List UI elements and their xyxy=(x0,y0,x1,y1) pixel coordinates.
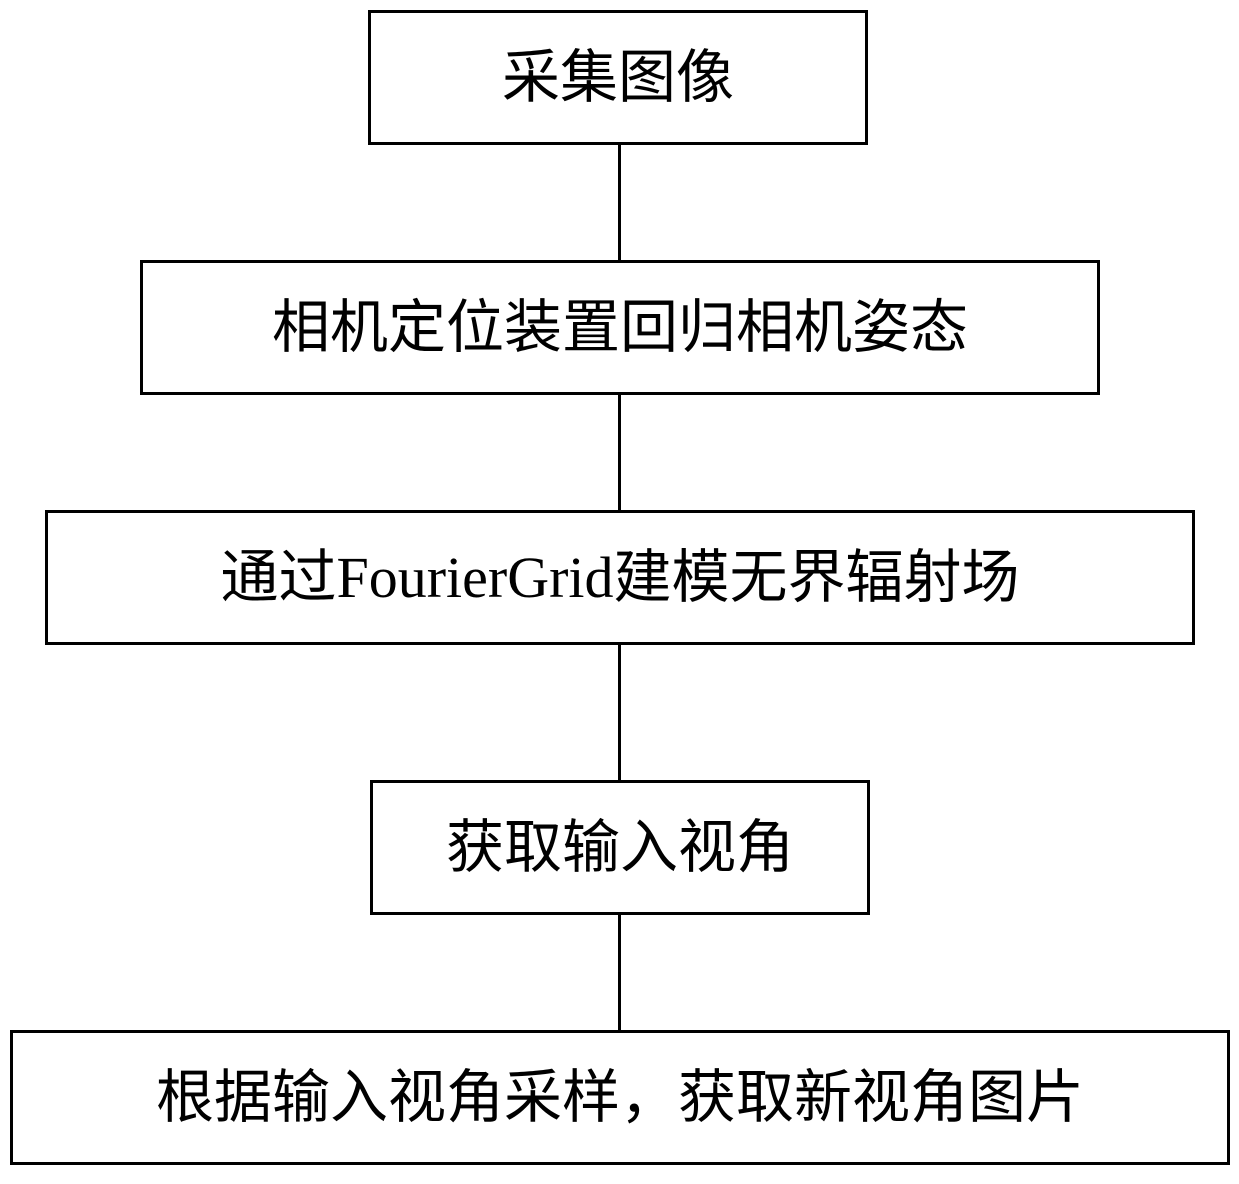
connector-4-5 xyxy=(618,915,621,1030)
flow-box-1-label: 采集图像 xyxy=(502,46,734,110)
flow-box-3-label: 通过FourierGrid建模无界辐射场 xyxy=(220,546,1019,610)
flow-box-2-label: 相机定位装置回归相机姿态 xyxy=(272,296,968,360)
flow-box-4: 获取输入视角 xyxy=(370,780,870,915)
connector-2-3 xyxy=(618,395,621,510)
flowchart-container: 采集图像 相机定位装置回归相机姿态 通过FourierGrid建模无界辐射场 获… xyxy=(0,0,1239,1184)
flow-box-4-label: 获取输入视角 xyxy=(446,816,794,880)
flow-box-1: 采集图像 xyxy=(368,10,868,145)
connector-1-2 xyxy=(618,145,621,260)
flow-box-3: 通过FourierGrid建模无界辐射场 xyxy=(45,510,1195,645)
flow-box-2: 相机定位装置回归相机姿态 xyxy=(140,260,1100,395)
connector-3-4 xyxy=(618,645,621,780)
flow-box-5-label: 根据输入视角采样，获取新视角图片 xyxy=(156,1066,1084,1130)
flow-box-5: 根据输入视角采样，获取新视角图片 xyxy=(10,1030,1230,1165)
